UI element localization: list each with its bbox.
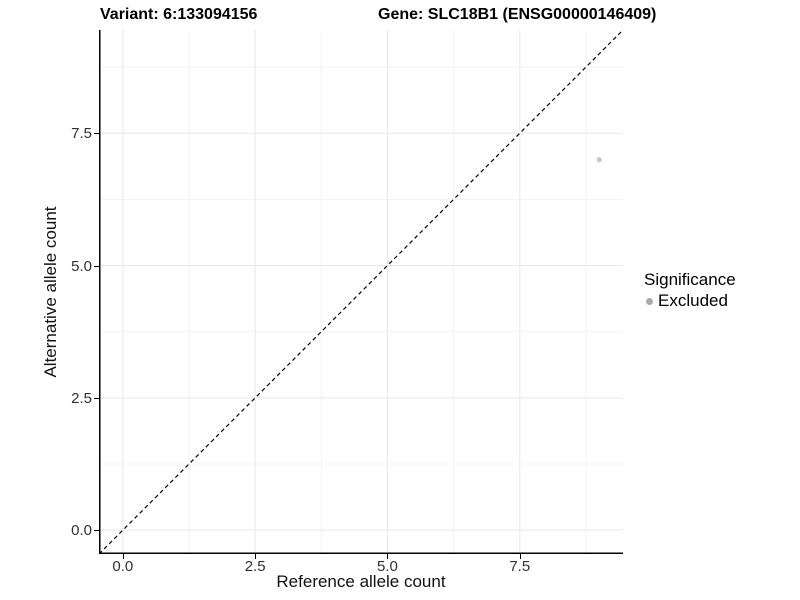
legend-entry-label: Excluded <box>658 291 728 310</box>
legend: Significance Excluded <box>644 270 736 310</box>
x-tick-mark <box>122 554 124 559</box>
identity-dashed-line <box>99 30 623 554</box>
gene-title: Gene: SLC18B1 (ENSG00000146409) <box>378 6 657 23</box>
y-tick-label: 2.5 <box>71 389 92 407</box>
legend-entry-excluded: Excluded <box>644 292 736 310</box>
x-tick-mark <box>387 554 389 559</box>
y-tick-mark <box>94 397 99 399</box>
x-tick-label: 0.0 <box>112 558 134 575</box>
x-tick-mark <box>255 554 257 559</box>
y-tick-label: 5.0 <box>71 257 92 275</box>
y-axis-title: Alternative allele count <box>41 206 60 378</box>
x-tick-label: 5.0 <box>377 558 398 575</box>
x-tick-label: 7.5 <box>509 558 531 575</box>
y-tick-mark <box>94 265 99 267</box>
data-point <box>596 157 602 163</box>
x-axis-title: Reference allele count <box>276 572 446 591</box>
y-tick-label: 7.5 <box>71 125 92 143</box>
y-tick-mark <box>94 530 99 532</box>
x-tick-label: 2.5 <box>244 558 266 575</box>
legend-key <box>640 292 658 310</box>
plot-panel <box>99 30 623 554</box>
y-tick-label: 0.0 <box>71 522 92 540</box>
x-tick-mark <box>519 554 521 559</box>
plot-canvas <box>99 30 623 554</box>
excluded-point-icon <box>645 297 653 305</box>
variant-title: Variant: 6:133094156 <box>100 6 258 23</box>
legend-title: Significance <box>644 270 736 289</box>
y-tick-mark <box>94 133 99 135</box>
